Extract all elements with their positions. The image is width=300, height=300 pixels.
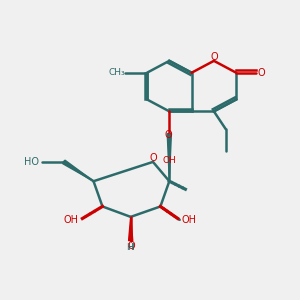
Text: O: O <box>128 241 135 251</box>
Text: O: O <box>164 130 172 140</box>
Text: H: H <box>127 243 134 252</box>
Text: HO: HO <box>24 157 39 167</box>
Text: O: O <box>150 153 158 163</box>
Text: OH: OH <box>162 156 176 165</box>
Text: CH₃: CH₃ <box>108 68 125 77</box>
Text: H: H <box>126 243 133 252</box>
Text: OH: OH <box>63 215 78 225</box>
Text: O: O <box>210 52 218 62</box>
Polygon shape <box>63 160 94 181</box>
Polygon shape <box>129 217 133 241</box>
Polygon shape <box>167 134 171 181</box>
Text: OH: OH <box>182 215 197 225</box>
Text: O: O <box>257 68 265 78</box>
